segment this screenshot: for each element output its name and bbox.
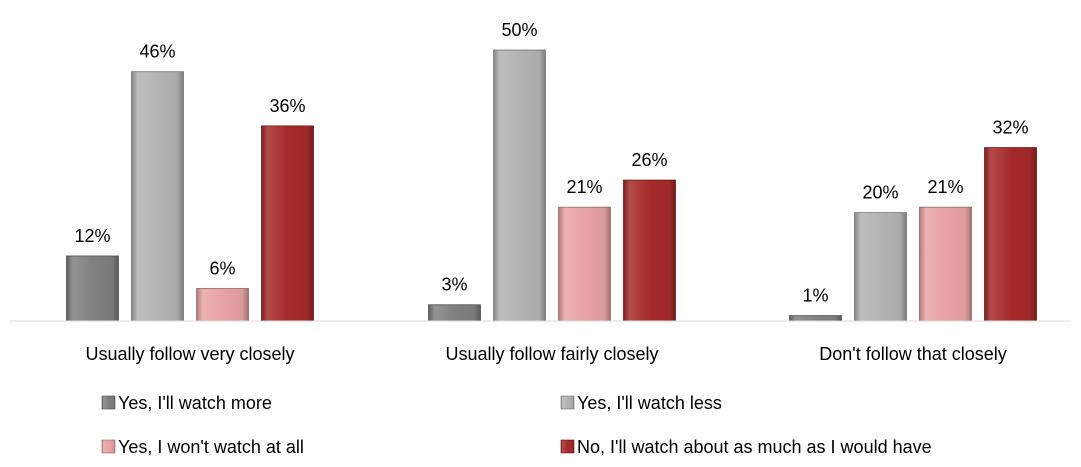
bars-layer <box>66 49 1037 322</box>
bar-yes-i-won-t-watch-at-all-don-t-follow-that-closely <box>919 206 972 322</box>
bar-yes-i-ll-watch-less-usually-follow-very-closely <box>131 71 184 322</box>
data-label: 20% <box>862 183 898 203</box>
legend-item-yes-i-won-t-watch-at-all: Yes, I won't watch at all <box>101 437 304 457</box>
bar-yes-i-ll-watch-less-usually-follow-fairly-closely <box>493 49 546 322</box>
bar-yes-i-ll-watch-more-usually-follow-very-closely <box>66 255 119 322</box>
legend-swatch <box>101 439 116 454</box>
data-label: 32% <box>992 118 1028 138</box>
legend-swatch <box>560 395 575 410</box>
category-label: Usually follow fairly closely <box>445 344 658 364</box>
data-label: 36% <box>269 96 305 116</box>
category-label: Don't follow that closely <box>819 344 1007 364</box>
legend-label: Yes, I won't watch at all <box>118 437 304 457</box>
bar-yes-i-won-t-watch-at-all-usually-follow-fairly-closely <box>558 206 611 322</box>
legend-label: Yes, I'll watch more <box>118 393 272 413</box>
bar-no-i-ll-watch-about-as-much-as-i-would-have-usually-follow-very-closely <box>261 125 314 322</box>
legend-item-no-i-ll-watch-about-as-much-as-i-would-have: No, I'll watch about as much as I would … <box>560 437 932 457</box>
legend-label: Yes, I'll watch less <box>577 393 722 413</box>
bar-yes-i-ll-watch-less-don-t-follow-that-closely <box>854 212 907 322</box>
legend-label: No, I'll watch about as much as I would … <box>577 437 932 457</box>
category-labels-layer: Usually follow very closely Usually follo… <box>85 344 1006 364</box>
data-label: 21% <box>927 177 963 197</box>
data-label: 3% <box>441 275 467 295</box>
data-labels-layer: 12% 46% 6% 36% 3% 50% 21% 26% 1% 20% 21% 32% <box>74 20 1028 306</box>
legend-item-yes-i-ll-watch-more: Yes, I'll watch more <box>101 393 272 413</box>
category-label: Usually follow very closely <box>85 344 294 364</box>
bar-yes-i-won-t-watch-at-all-usually-follow-very-closely <box>196 288 249 322</box>
bar-no-i-ll-watch-about-as-much-as-i-would-have-usually-follow-fairly-closely <box>623 179 676 322</box>
data-label: 26% <box>631 150 667 170</box>
legend-swatch <box>560 439 575 454</box>
bar-yes-i-ll-watch-more-don-t-follow-that-closely <box>789 315 842 322</box>
bar-yes-i-ll-watch-more-usually-follow-fairly-closely <box>428 304 481 322</box>
legend-item-yes-i-ll-watch-less: Yes, I'll watch less <box>560 393 722 413</box>
bar-no-i-ll-watch-about-as-much-as-i-would-have-don-t-follow-that-closely <box>984 147 1037 322</box>
data-label: 12% <box>74 226 110 246</box>
legend-swatch <box>101 395 116 410</box>
data-label: 1% <box>802 286 828 306</box>
data-label: 6% <box>209 258 235 278</box>
data-label: 46% <box>139 42 175 62</box>
data-label: 21% <box>566 177 602 197</box>
legend: Yes, I'll watch more Yes, I'll watch less… <box>101 393 932 457</box>
data-label: 50% <box>501 20 537 40</box>
